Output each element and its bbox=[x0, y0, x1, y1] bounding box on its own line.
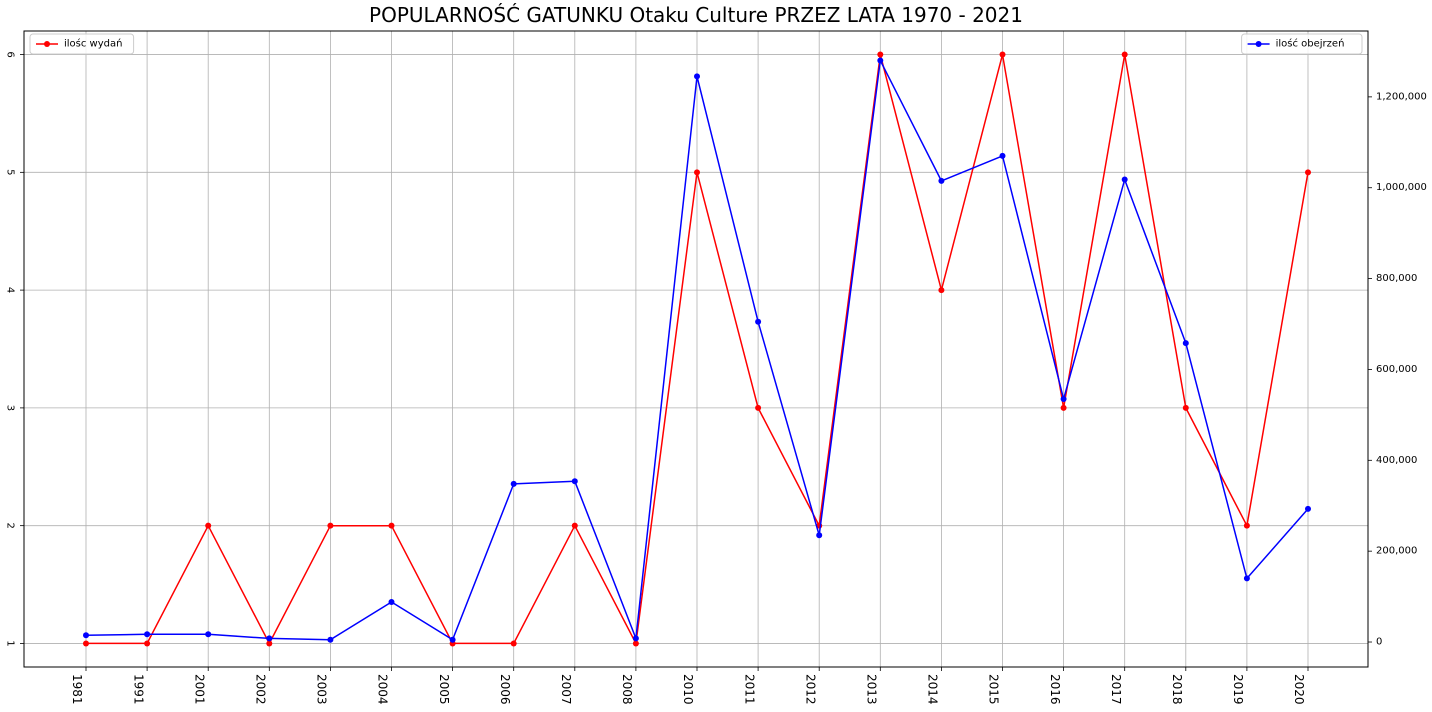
right-y-tick-label: 1,200,000 bbox=[1376, 91, 1427, 102]
x-tick-label: 2016 bbox=[1048, 674, 1062, 705]
chart-title: POPULARNOŚĆ GATUNKU Otaku Culture PRZEZ … bbox=[369, 3, 1023, 27]
x-tick-label: 2006 bbox=[498, 674, 512, 705]
x-tick-label: 1981 bbox=[70, 674, 84, 705]
legend-label: ilośc wydań bbox=[64, 38, 122, 50]
data-point-series-1 bbox=[877, 51, 884, 58]
x-tick-label: 2015 bbox=[987, 674, 1001, 705]
data-point-series-1 bbox=[83, 640, 89, 647]
right-y-tick-label: 800,000 bbox=[1376, 273, 1417, 284]
right-y-tick-label: 600,000 bbox=[1376, 364, 1417, 375]
left-y-tick-label: 1 bbox=[5, 640, 16, 646]
x-tick-label: 2014 bbox=[926, 674, 940, 705]
legend-1: ilośc wydań bbox=[29, 33, 135, 55]
data-point-series-2 bbox=[1060, 395, 1067, 402]
data-point-series-1 bbox=[144, 640, 151, 647]
left-y-tick-label: 3 bbox=[5, 405, 16, 411]
legend-box bbox=[29, 33, 135, 55]
x-tick-label: 2018 bbox=[1170, 674, 1184, 705]
data-point-series-1 bbox=[1121, 51, 1128, 58]
data-point-series-2 bbox=[327, 636, 334, 643]
x-tick-label: 2005 bbox=[437, 674, 451, 705]
grid-lines bbox=[24, 31, 1368, 667]
data-point-series-1 bbox=[694, 169, 700, 176]
data-point-series-1 bbox=[205, 522, 212, 529]
data-point-series-1 bbox=[388, 522, 395, 529]
data-point-series-2 bbox=[816, 532, 823, 539]
data-point-series-1 bbox=[999, 51, 1006, 58]
data-point-series-1 bbox=[510, 640, 517, 647]
x-tick-label: 2004 bbox=[376, 674, 390, 705]
legend-marker-swatch bbox=[1255, 41, 1262, 47]
data-point-series-1 bbox=[938, 287, 945, 294]
axis-ticks: 1981 1991 2001 2002 2003 2004 2005 2006 2007 2008… bbox=[5, 51, 1427, 704]
right-y-tick-label: 400,000 bbox=[1376, 455, 1417, 466]
plot-frame bbox=[23, 30, 1369, 668]
data-point-series-2 bbox=[877, 57, 884, 64]
x-tick-label: 2008 bbox=[620, 674, 634, 705]
data-point-series-2 bbox=[1121, 176, 1128, 183]
data-point-series-1 bbox=[1060, 404, 1067, 411]
data-point-series-2 bbox=[1305, 505, 1311, 512]
legend-box bbox=[1241, 33, 1363, 55]
data-point-series-2 bbox=[571, 478, 578, 485]
data-point-series-1 bbox=[1305, 169, 1311, 176]
data-point-series-2 bbox=[694, 73, 700, 80]
x-tick-label: 2001 bbox=[192, 674, 206, 705]
data-point-series-2 bbox=[755, 318, 762, 325]
data-point-series-1 bbox=[1182, 404, 1189, 411]
data-point-series-2 bbox=[999, 152, 1006, 159]
legends: ilośc wydań ilość obejrzeń bbox=[29, 33, 1363, 55]
data-point-series-2 bbox=[938, 177, 945, 184]
data-point-series-1 bbox=[571, 522, 578, 529]
left-y-tick-label: 6 bbox=[5, 51, 16, 57]
x-tick-label: 2019 bbox=[1231, 674, 1245, 705]
data-point-series-2 bbox=[632, 635, 639, 642]
data-point-series-2 bbox=[266, 635, 273, 642]
data-point-series-2 bbox=[144, 631, 151, 638]
data-point-series-2 bbox=[1243, 575, 1250, 582]
x-tick-label: 1991 bbox=[131, 674, 145, 705]
x-tick-label: 2002 bbox=[254, 674, 268, 705]
data-point-series-1 bbox=[755, 404, 762, 411]
x-tick-label: 2007 bbox=[559, 674, 573, 705]
x-tick-label: 2011 bbox=[742, 674, 756, 705]
legend-2: ilość obejrzeń bbox=[1241, 33, 1363, 55]
right-y-tick-label: 0 bbox=[1376, 637, 1382, 648]
data-point-series-1 bbox=[632, 640, 639, 647]
series-layer bbox=[83, 51, 1311, 647]
x-tick-label: 2003 bbox=[315, 674, 329, 705]
data-point-series-2 bbox=[205, 631, 212, 638]
data-point-series-1 bbox=[266, 640, 273, 647]
data-point-series-2 bbox=[449, 636, 456, 643]
left-y-tick-label: 4 bbox=[5, 287, 16, 293]
data-point-series-2 bbox=[1182, 340, 1189, 347]
legend-label: ilość obejrzeń bbox=[1276, 38, 1345, 50]
legend-marker-swatch bbox=[44, 41, 50, 47]
x-tick-label: 2013 bbox=[865, 674, 879, 705]
data-point-series-1 bbox=[1243, 522, 1250, 529]
data-point-series-2 bbox=[83, 632, 89, 639]
x-tick-label: 2017 bbox=[1109, 674, 1123, 705]
left-y-tick-label: 5 bbox=[5, 169, 16, 175]
right-y-tick-label: 200,000 bbox=[1376, 546, 1417, 557]
data-point-series-2 bbox=[510, 480, 517, 487]
right-y-tick-label: 1,000,000 bbox=[1376, 182, 1427, 193]
left-y-tick-label: 2 bbox=[5, 522, 16, 528]
data-point-series-2 bbox=[388, 599, 395, 606]
x-tick-label: 2010 bbox=[681, 674, 695, 705]
x-tick-label: 2020 bbox=[1292, 674, 1306, 705]
x-tick-label: 2012 bbox=[803, 674, 817, 705]
data-point-series-1 bbox=[327, 522, 334, 529]
